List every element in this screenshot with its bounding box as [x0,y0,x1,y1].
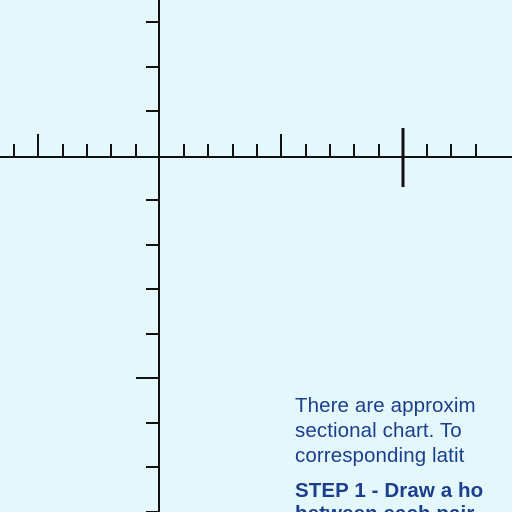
step-1-heading: STEP 1 - Draw a ho [295,479,484,502]
instruction-text-line: sectional chart. To [295,419,462,442]
instruction-text-line: There are approxim [295,394,476,417]
horizontal-tick-marks [13,134,477,157]
instruction-text-line: between each pair [295,501,474,512]
instruction-text-line: corresponding latit [295,444,465,467]
vertical-tick-marks [136,21,159,512]
